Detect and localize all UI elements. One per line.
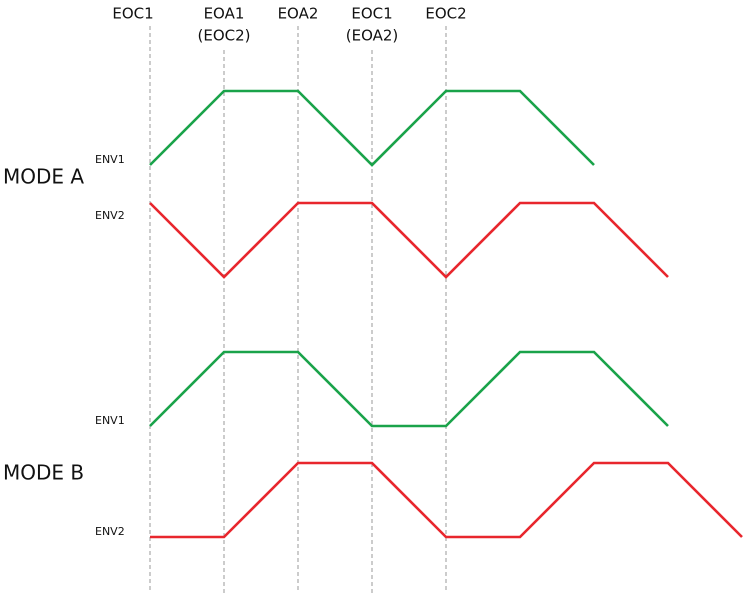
- marker-sublabel: (EOA2): [346, 27, 399, 45]
- marker-label: EOC1: [351, 5, 392, 23]
- marker-label: EOA2: [278, 5, 319, 23]
- envelope-label: ENV2: [95, 525, 125, 538]
- mode-label: MODE B: [3, 461, 84, 485]
- envelope-wave: [149, 89, 595, 167]
- mode-label: MODE A: [3, 165, 84, 189]
- envelope-wave: [149, 201, 669, 279]
- marker-label: EOC2: [425, 5, 466, 23]
- envelope-wave: [149, 350, 669, 428]
- envelope-wave: [150, 461, 743, 539]
- marker-label: EOC1: [112, 5, 153, 23]
- envelope-label: ENV1: [95, 414, 125, 427]
- marker-lines: [149, 26, 447, 593]
- marker-label: EOA1: [204, 5, 245, 23]
- envelope-label: ENV2: [95, 209, 125, 222]
- marker-sublabel: (EOC2): [197, 27, 250, 45]
- envelope-label: ENV1: [95, 153, 125, 166]
